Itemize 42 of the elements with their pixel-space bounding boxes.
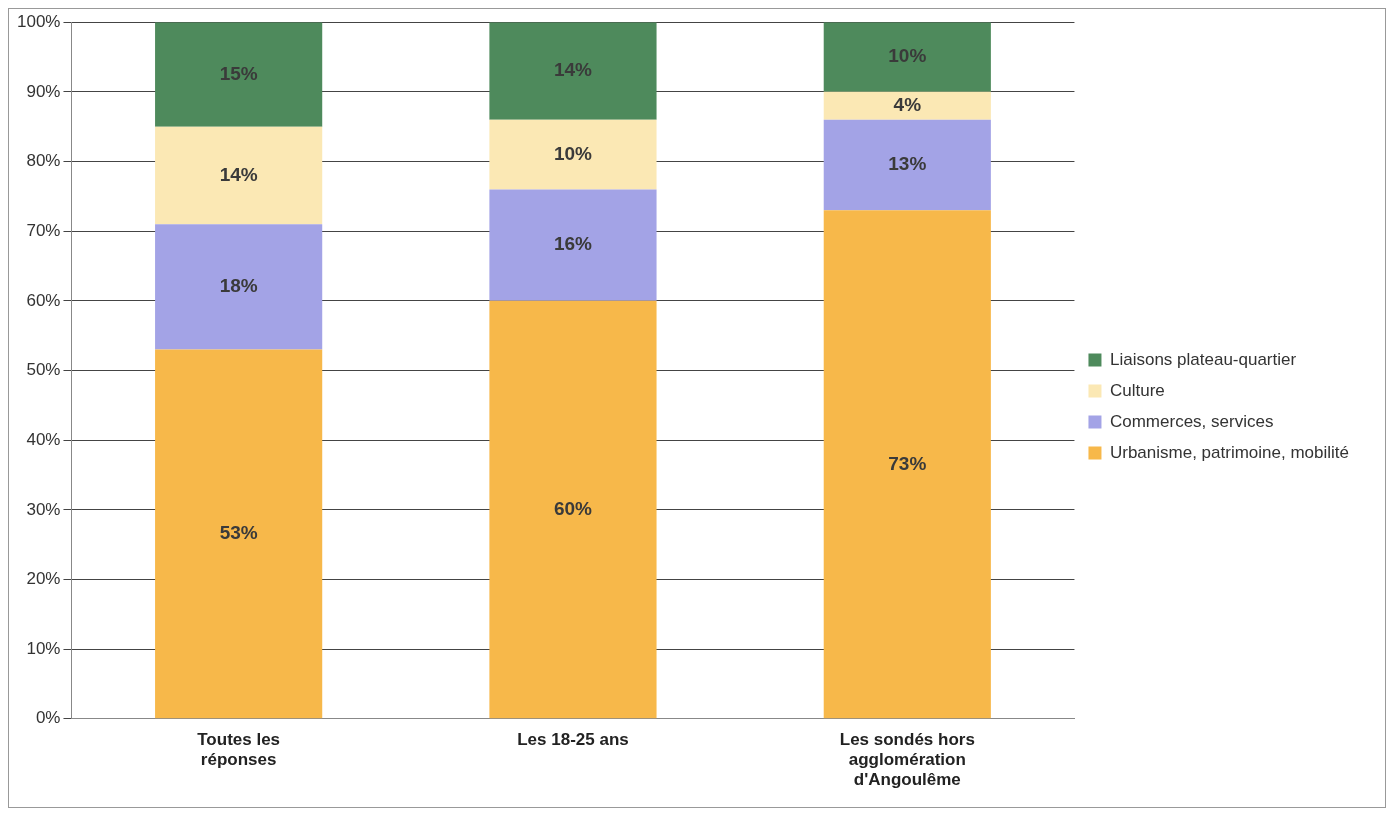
y-tick-label: 20% xyxy=(26,569,61,589)
bar xyxy=(155,224,323,350)
y-tick-label: 90% xyxy=(26,81,61,101)
data-label: 15% xyxy=(219,62,258,84)
bar xyxy=(823,91,991,120)
legend-label: Culture xyxy=(1109,380,1165,400)
x-tick-label: Les sondés hors agglomération d'Angoulême xyxy=(839,729,975,790)
y-tick-label: 60% xyxy=(26,290,61,310)
legend-label: Liaisons plateau-quartier xyxy=(1109,349,1297,369)
data-label: 13% xyxy=(888,153,927,175)
data-label: 16% xyxy=(553,233,593,255)
data-label: 53% xyxy=(219,522,258,544)
data-label: 10% xyxy=(888,45,927,67)
bar xyxy=(823,119,991,211)
y-tick-label: 70% xyxy=(26,220,61,240)
y-tick-label: 30% xyxy=(26,499,61,519)
y-tick-label: 50% xyxy=(26,360,61,380)
data-label: 14% xyxy=(553,59,593,81)
bar xyxy=(155,126,323,225)
data-label: 18% xyxy=(219,275,258,297)
data-label: 14% xyxy=(219,163,258,185)
bar xyxy=(823,210,991,719)
x-tick-label: Les 18-25 ans xyxy=(517,729,629,749)
bar xyxy=(489,189,657,301)
y-tick-label: 10% xyxy=(26,638,61,658)
bar xyxy=(155,22,323,127)
data-label: 73% xyxy=(888,452,927,474)
data-label: 60% xyxy=(553,497,593,519)
bar xyxy=(823,22,991,92)
legend-label: Commerces, services xyxy=(1109,411,1274,431)
y-tick-label: 0% xyxy=(35,708,61,728)
y-tick-label: 100% xyxy=(17,11,61,31)
bar xyxy=(489,119,657,190)
bar xyxy=(489,300,657,719)
bar xyxy=(489,22,657,120)
y-tick-label: 40% xyxy=(26,429,61,449)
legend-label: Urbanisme, patrimoine, mobilité xyxy=(1109,442,1350,462)
y-tick-label: 80% xyxy=(26,151,61,171)
bar xyxy=(155,349,323,719)
data-label: 4% xyxy=(893,94,922,116)
data-label: 10% xyxy=(553,142,593,164)
x-tick-label: Toutes les réponses xyxy=(197,729,281,770)
